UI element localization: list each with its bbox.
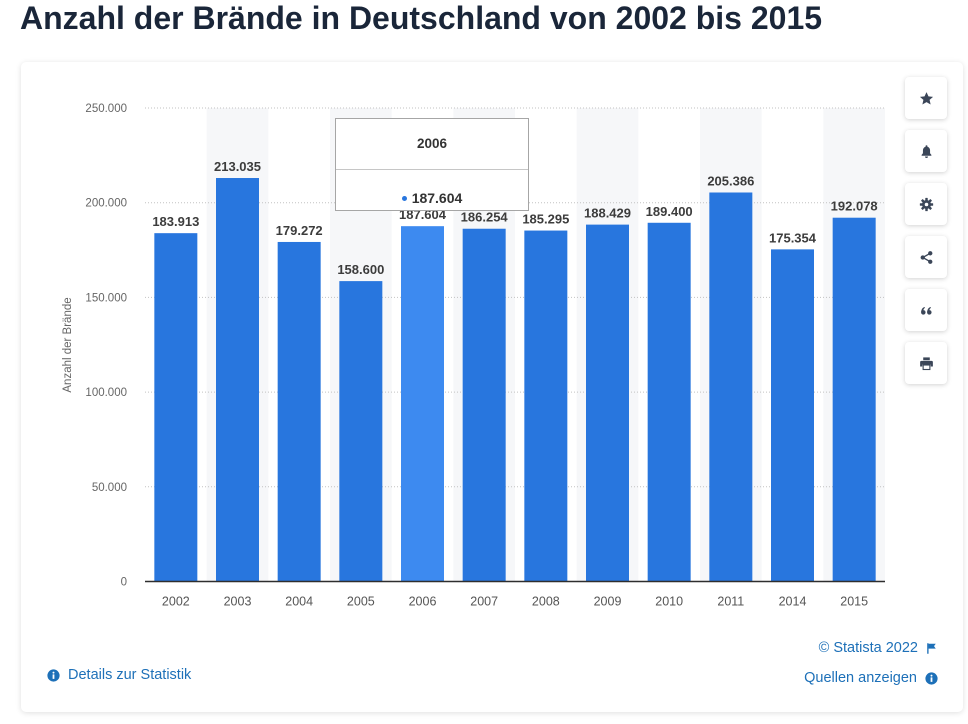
- chart-bar[interactable]: [647, 222, 691, 582]
- bar-value-label: 158.600: [337, 262, 384, 277]
- bar-value-label: 175.354: [769, 230, 817, 245]
- chart-bar[interactable]: [339, 281, 383, 582]
- cite-button[interactable]: [905, 289, 947, 331]
- show-sources-text[interactable]: Quellen anzeigen: [804, 670, 917, 686]
- x-tick-label: 2005: [347, 595, 375, 609]
- tooltip-title: 2006: [336, 119, 528, 170]
- x-tick-label: 2008: [532, 595, 560, 609]
- y-tick-label: 100.000: [85, 387, 127, 399]
- show-sources-link[interactable]: Quellen anzeigen: [804, 668, 938, 688]
- y-tick-label: 0: [121, 577, 127, 589]
- x-tick-label: 2011: [717, 595, 744, 609]
- bar-value-label: 185.295: [522, 212, 569, 227]
- print-icon: [919, 356, 934, 371]
- x-tick-label: 2003: [224, 595, 252, 609]
- favorite-button[interactable]: [905, 77, 947, 119]
- tooltip-marker-dot: [401, 195, 407, 201]
- statistic-details-link[interactable]: Details zur Statistik: [47, 665, 191, 685]
- quote-icon: [919, 303, 934, 318]
- y-axis-title: Anzahl der Brände: [62, 297, 74, 392]
- y-tick-label: 200.000: [85, 198, 127, 210]
- x-tick-label: 2004: [285, 595, 313, 609]
- share-button[interactable]: [905, 236, 947, 278]
- x-tick-label: 2010: [655, 595, 683, 609]
- gear-icon: [919, 197, 934, 212]
- chart-tooltip: 2006 187.604: [335, 118, 529, 211]
- bar-value-label: 186.254: [461, 210, 509, 225]
- x-tick-label: 2002: [162, 595, 190, 609]
- bar-value-label: 188.429: [584, 206, 631, 221]
- chart-bar[interactable]: [586, 224, 629, 582]
- notification-button[interactable]: [905, 130, 947, 172]
- chart-bar[interactable]: [524, 230, 568, 582]
- chart-bar[interactable]: [401, 226, 444, 582]
- statistic-details-text[interactable]: Details zur Statistik: [68, 667, 192, 683]
- chart-bar[interactable]: [771, 249, 814, 582]
- settings-button[interactable]: [905, 183, 947, 225]
- chart-bar[interactable]: [832, 217, 876, 582]
- chart-bar[interactable]: [216, 178, 259, 582]
- flag-icon[interactable]: [926, 642, 938, 655]
- y-tick-label: 50.000: [92, 482, 127, 494]
- share-icon: [919, 250, 934, 265]
- page-title: Anzahl der Brände in Deutschland von 200…: [20, 0, 823, 36]
- info-icon: [47, 668, 60, 682]
- star-icon: [919, 91, 934, 106]
- info-icon: [925, 671, 938, 685]
- print-button[interactable]: [905, 342, 947, 384]
- chart-bar[interactable]: [154, 233, 198, 582]
- x-tick-label: 2015: [840, 595, 868, 609]
- bell-icon: [919, 144, 934, 159]
- x-tick-label: 2007: [470, 595, 498, 609]
- y-tick-label: 250.000: [85, 103, 127, 115]
- tooltip-value: 187.604: [411, 190, 463, 206]
- x-tick-label: 2006: [409, 595, 437, 609]
- copyright-text[interactable]: © Statista 2022: [818, 640, 918, 656]
- chart-bar[interactable]: [277, 241, 321, 582]
- bar-value-label: 192.078: [831, 199, 878, 214]
- bar-value-label: 189.400: [646, 204, 693, 219]
- chart-bar[interactable]: [709, 192, 753, 582]
- copyright-link[interactable]: © Statista 2022: [819, 638, 938, 658]
- y-tick-label: 150.000: [85, 292, 127, 304]
- bar-value-label: 179.272: [276, 223, 323, 238]
- chart-toolbar: [905, 77, 947, 384]
- x-tick-label: 2014: [779, 595, 807, 609]
- bar-value-label: 213.035: [214, 159, 261, 174]
- statistic-card: 0 50.000 100.000 150.000 200.000 250.000 Anzah…: [21, 62, 963, 712]
- tooltip-body: 187.604: [336, 188, 528, 208]
- x-tick-label: 2009: [594, 595, 622, 609]
- bar-value-label: 205.386: [707, 173, 754, 188]
- chart-bar[interactable]: [462, 228, 506, 582]
- bar-value-label: 183.913: [152, 214, 199, 229]
